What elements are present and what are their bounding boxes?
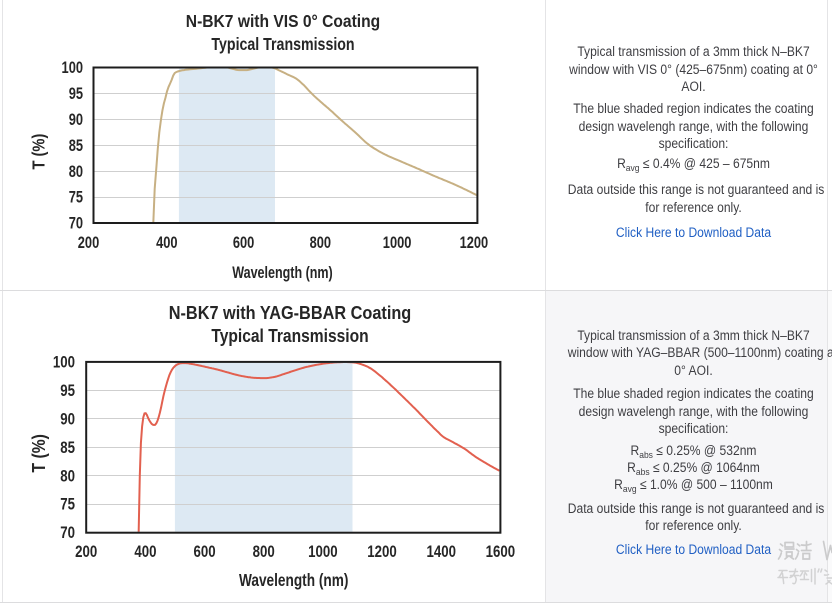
- svg-text:600: 600: [193, 542, 215, 561]
- svg-text:1600: 1600: [486, 542, 515, 561]
- svg-text:N-BK7 with VIS 0° Coating: N-BK7 with VIS 0° Coating: [186, 11, 380, 31]
- svg-text:1400: 1400: [426, 542, 455, 561]
- svg-text:70: 70: [60, 524, 75, 543]
- svg-text:1200: 1200: [367, 542, 396, 561]
- svg-text:1000: 1000: [308, 542, 337, 561]
- svg-text:T (%): T (%): [29, 134, 48, 170]
- svg-text:1200: 1200: [460, 234, 489, 252]
- svg-text:400: 400: [156, 234, 177, 252]
- svg-text:800: 800: [310, 234, 331, 252]
- svg-text:80: 80: [69, 163, 83, 181]
- svg-text:100: 100: [62, 60, 83, 78]
- svg-text:90: 90: [60, 410, 75, 429]
- svg-text:400: 400: [134, 542, 156, 561]
- svg-text:80: 80: [60, 467, 75, 486]
- svg-text:95: 95: [69, 86, 83, 104]
- svg-text:Wavelength (nm): Wavelength (nm): [232, 265, 333, 283]
- svg-text:N-BK7 with YAG-BBAR Coating: N-BK7 with YAG-BBAR Coating: [169, 302, 412, 323]
- svg-text:600: 600: [233, 234, 254, 252]
- svg-text:Typical Transmission: Typical Transmission: [211, 326, 368, 347]
- svg-text:800: 800: [253, 542, 275, 561]
- svg-text:T (%): T (%): [28, 434, 50, 472]
- svg-text:200: 200: [78, 234, 99, 252]
- svg-text:200: 200: [75, 542, 97, 561]
- svg-text:70: 70: [69, 215, 83, 233]
- svg-text:1000: 1000: [383, 234, 412, 252]
- svg-text:75: 75: [60, 495, 75, 514]
- svg-text:Typical Transmission: Typical Transmission: [211, 36, 354, 55]
- svg-text:Wavelength (nm): Wavelength (nm): [239, 572, 348, 591]
- svg-text:85: 85: [60, 438, 75, 457]
- svg-text:75: 75: [69, 189, 83, 207]
- svg-text:100: 100: [53, 353, 75, 372]
- svg-text:90: 90: [69, 112, 83, 130]
- svg-text:85: 85: [69, 137, 83, 155]
- svg-text:95: 95: [60, 381, 75, 400]
